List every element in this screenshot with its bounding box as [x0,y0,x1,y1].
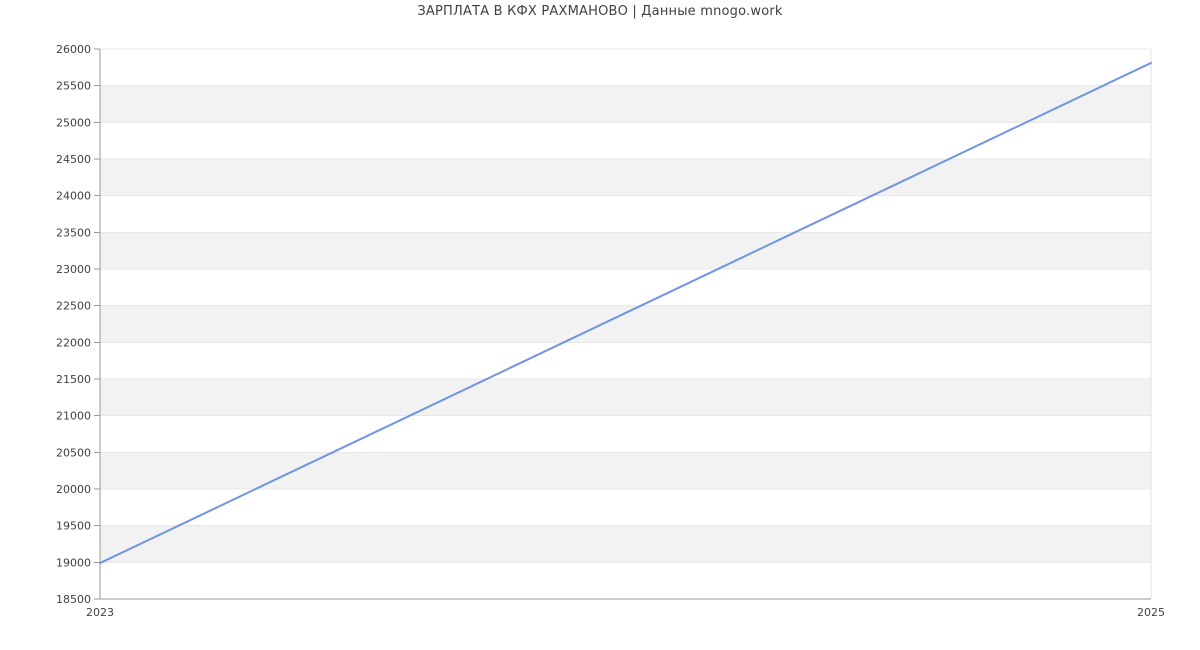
y-tick-label: 20000 [56,483,91,496]
y-tick-label: 24500 [56,153,91,166]
y-tick-label: 23000 [56,263,91,276]
y-tick-label: 19500 [56,520,91,533]
y-tick-label: 21000 [56,410,91,423]
y-tick-label: 26000 [56,43,91,56]
salary-series-line [99,61,1152,565]
y-tick-label: 23500 [56,226,91,239]
y-tick-label: 18500 [56,593,91,606]
y-tick-label: 19000 [56,556,91,569]
y-tick-label: 22000 [56,336,91,349]
chart-title: ЗАРПЛАТА В КФХ РАХМАНОВО | Данные mnogo.… [417,4,783,19]
plot-band [100,525,1151,563]
plot-band [100,452,1151,489]
y-tick-label: 25000 [56,116,91,129]
y-tick-label: 21500 [56,373,91,386]
y-tick-label: 25500 [56,80,91,93]
plot-band [100,232,1151,269]
plot-band [100,305,1151,343]
plot-band [100,159,1151,196]
plot-band [100,85,1151,123]
y-tick-label: 24000 [56,190,91,203]
x-tick-label: 2025 [1137,606,1165,619]
y-tick-label: 20500 [56,446,91,459]
y-tick-label: 22500 [56,300,91,313]
plot-band [100,379,1151,416]
x-tick-label: 2023 [86,606,114,619]
